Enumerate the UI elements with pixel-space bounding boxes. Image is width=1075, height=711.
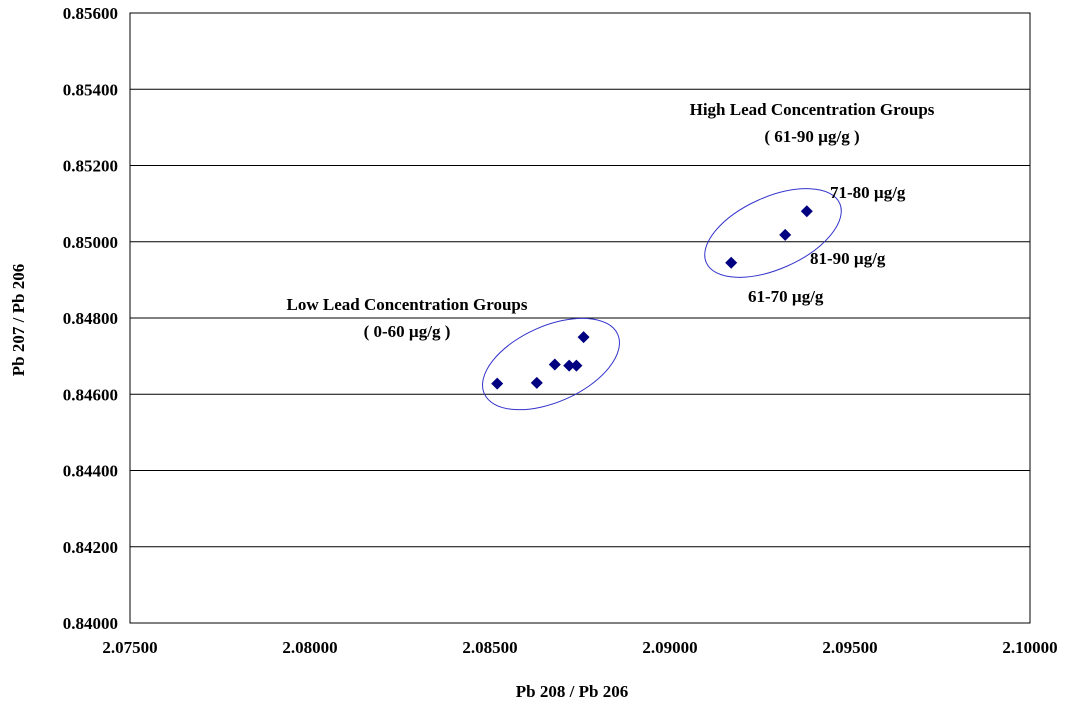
y-tick-label: 0.85600 <box>63 4 118 23</box>
x-axis-title: Pb 208 / Pb 206 <box>516 682 628 701</box>
y-tick-label: 0.85000 <box>63 233 118 252</box>
annotation-71-80: 71-80 µg/g <box>830 183 906 202</box>
group-ellipses <box>482 188 842 411</box>
y-tick-label: 0.84400 <box>63 462 118 481</box>
x-tick-label: 2.09500 <box>822 638 877 657</box>
y-tick-label: 0.84200 <box>63 538 118 557</box>
data-point <box>779 228 792 241</box>
x-tick-label: 2.07500 <box>102 638 157 657</box>
y-tick-label: 0.84600 <box>63 385 118 404</box>
data-point <box>563 359 576 372</box>
x-tick-label: 2.10000 <box>1002 638 1057 657</box>
y-tick-label: 0.84800 <box>63 309 118 328</box>
low-group-range: ( 0-60 µg/g ) <box>364 322 451 341</box>
x-tick-label: 2.08500 <box>462 638 517 657</box>
data-points <box>491 205 813 390</box>
low-group-label: Low Lead Concentration Groups <box>286 295 527 314</box>
data-point <box>548 358 561 371</box>
x-axis-tick-labels: 2.07500 2.08000 2.08500 2.09000 2.09500 2.100… <box>102 638 1057 657</box>
data-point <box>491 377 504 390</box>
data-point <box>577 331 590 344</box>
high-group-label: High Lead Concentration Groups <box>690 100 935 119</box>
y-tick-label: 0.85200 <box>63 157 118 176</box>
low-group-ellipse <box>482 317 620 411</box>
y-axis-tick-labels: 0.84000 0.84200 0.84400 0.84600 0.84800 0.850… <box>63 4 118 633</box>
plot-area <box>129 12 1031 624</box>
x-tick-label: 2.09000 <box>642 638 697 657</box>
annotation-61-70: 61-70 µg/g <box>748 287 824 306</box>
data-point <box>530 376 543 389</box>
data-point <box>570 359 583 372</box>
y-axis-title: Pb 207 / Pb 206 <box>9 264 28 376</box>
y-tick-label: 0.85400 <box>63 80 118 99</box>
annotation-81-90: 81-90 µg/g <box>810 249 886 268</box>
data-point <box>800 205 813 218</box>
y-tick-label: 0.84000 <box>63 614 118 633</box>
high-group-range: ( 61-90 µg/g ) <box>764 127 859 146</box>
x-tick-label: 2.08000 <box>282 638 337 657</box>
high-group-ellipse <box>704 188 842 278</box>
data-point <box>725 256 738 269</box>
